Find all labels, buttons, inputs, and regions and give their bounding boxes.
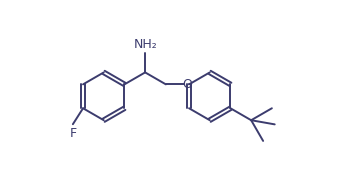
Text: NH₂: NH₂ <box>133 39 157 51</box>
Text: O: O <box>183 78 192 91</box>
Text: F: F <box>69 127 77 140</box>
